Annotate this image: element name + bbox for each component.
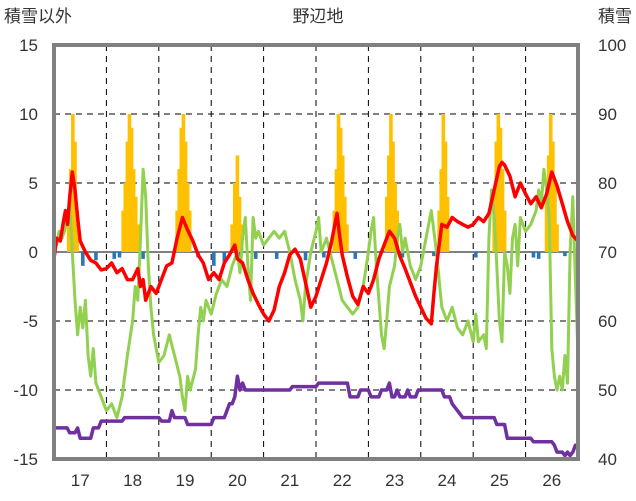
y-axis-left-label: 積雪以外 <box>4 7 72 27</box>
y-right-tick-label: 60 <box>598 312 617 331</box>
precip-bar <box>274 252 279 259</box>
snowfall-bar <box>498 127 503 252</box>
snowfall-bar <box>66 224 71 252</box>
y-right-tick-label: 40 <box>598 450 617 469</box>
pressure-line <box>54 374 578 458</box>
snowfall-bar <box>183 141 188 252</box>
y-left-tick-label: -10 <box>13 381 38 400</box>
precip-bar <box>536 252 541 259</box>
x-tick-label: 19 <box>176 471 195 490</box>
snowfall-bar <box>496 114 501 252</box>
x-tick-label: 24 <box>438 471 457 490</box>
precip-bar <box>322 252 326 258</box>
y-axis-right-label: 積雪 <box>598 7 632 27</box>
snowfall-bar <box>551 141 555 252</box>
snowfall-bar <box>391 141 395 252</box>
y-right-tick-label: 50 <box>598 381 617 400</box>
snowfall-bar <box>439 169 444 252</box>
snowfall-bar <box>129 127 134 252</box>
snowfall-bar <box>389 114 393 252</box>
snowfall-bar <box>232 183 237 252</box>
temperature-line <box>52 160 580 326</box>
precip-bar <box>353 252 358 259</box>
snowfall-bar <box>555 224 559 252</box>
precip-bar <box>112 252 117 259</box>
snowfall-bar <box>393 183 397 252</box>
snowfall-bar <box>181 114 186 252</box>
snowfall-bar <box>441 114 446 252</box>
y-left-tick-label: 10 <box>19 105 38 124</box>
snowfall-bar <box>544 196 549 252</box>
plot-frame <box>52 43 580 461</box>
snowfall-bar <box>125 141 130 252</box>
snowfall-bar <box>336 114 341 252</box>
line-series <box>52 160 580 458</box>
x-tick-label: 20 <box>228 471 247 490</box>
x-tick-label: 22 <box>333 471 352 490</box>
snowfall-bar <box>127 114 132 252</box>
snowfall-bar <box>334 169 339 252</box>
snowfall-bar <box>75 210 79 252</box>
snowfall-bar <box>185 183 190 252</box>
x-tick-label: 26 <box>542 471 561 490</box>
snowfall-bar <box>179 127 184 252</box>
y-right-tick-label: 100 <box>598 36 626 55</box>
snowfall-bar <box>387 155 391 252</box>
precip-bar <box>212 252 216 266</box>
precip-bar <box>141 252 145 259</box>
precip-bar <box>81 252 85 266</box>
snowfall-bar <box>133 196 138 252</box>
humidity-line <box>52 167 580 420</box>
snowfall-bar <box>494 141 499 252</box>
x-tick-label: 17 <box>71 471 90 490</box>
precip-bar <box>563 252 567 257</box>
x-tick-label: 25 <box>490 471 509 490</box>
chart-title: 野辺地 <box>293 7 344 27</box>
snowfall-bar <box>123 183 128 252</box>
snowfall-bar <box>345 224 349 252</box>
y-right-tick-label: 70 <box>598 243 617 262</box>
y-left-tick-label: -15 <box>13 450 38 469</box>
snowfall-bar <box>131 169 136 252</box>
precip-bar <box>432 252 436 257</box>
y-right-tick-label: 90 <box>598 105 617 124</box>
x-tick-label: 23 <box>385 471 404 490</box>
precip-bar <box>94 252 98 261</box>
snowfall-bar <box>553 183 557 252</box>
snowfall-bar <box>384 196 389 252</box>
precip-bar <box>117 252 122 258</box>
snowfall-bar <box>443 141 448 252</box>
y-left-tick-label: -5 <box>23 312 38 331</box>
precip-bar <box>474 252 478 258</box>
precip-bar <box>253 252 258 259</box>
precip-bar <box>400 252 405 258</box>
snowfall-bar <box>343 196 347 252</box>
snowfall-bar <box>121 210 125 252</box>
snowfall-bar <box>500 169 505 252</box>
snowfall-bar <box>502 210 507 252</box>
y-left-tick-label: 15 <box>19 36 38 55</box>
precip-bar <box>303 252 308 261</box>
snowfall-bar <box>136 224 140 252</box>
snowfall-bar <box>230 224 234 252</box>
snowfall-bar <box>338 127 343 252</box>
x-tick-label: 18 <box>123 471 142 490</box>
y-right-tick-label: 80 <box>598 174 617 193</box>
snowfall-bar <box>177 169 182 252</box>
snowfall-bar <box>340 155 345 252</box>
snowfall-bar <box>235 155 240 252</box>
y-left-tick-label: 0 <box>29 243 38 262</box>
x-tick-label: 21 <box>280 471 299 490</box>
precip-bar <box>531 252 536 258</box>
snowfall-bar <box>237 196 242 252</box>
precip-bar <box>222 252 227 262</box>
snowfall-bar <box>437 210 441 252</box>
y-left-tick-label: 5 <box>29 174 38 193</box>
